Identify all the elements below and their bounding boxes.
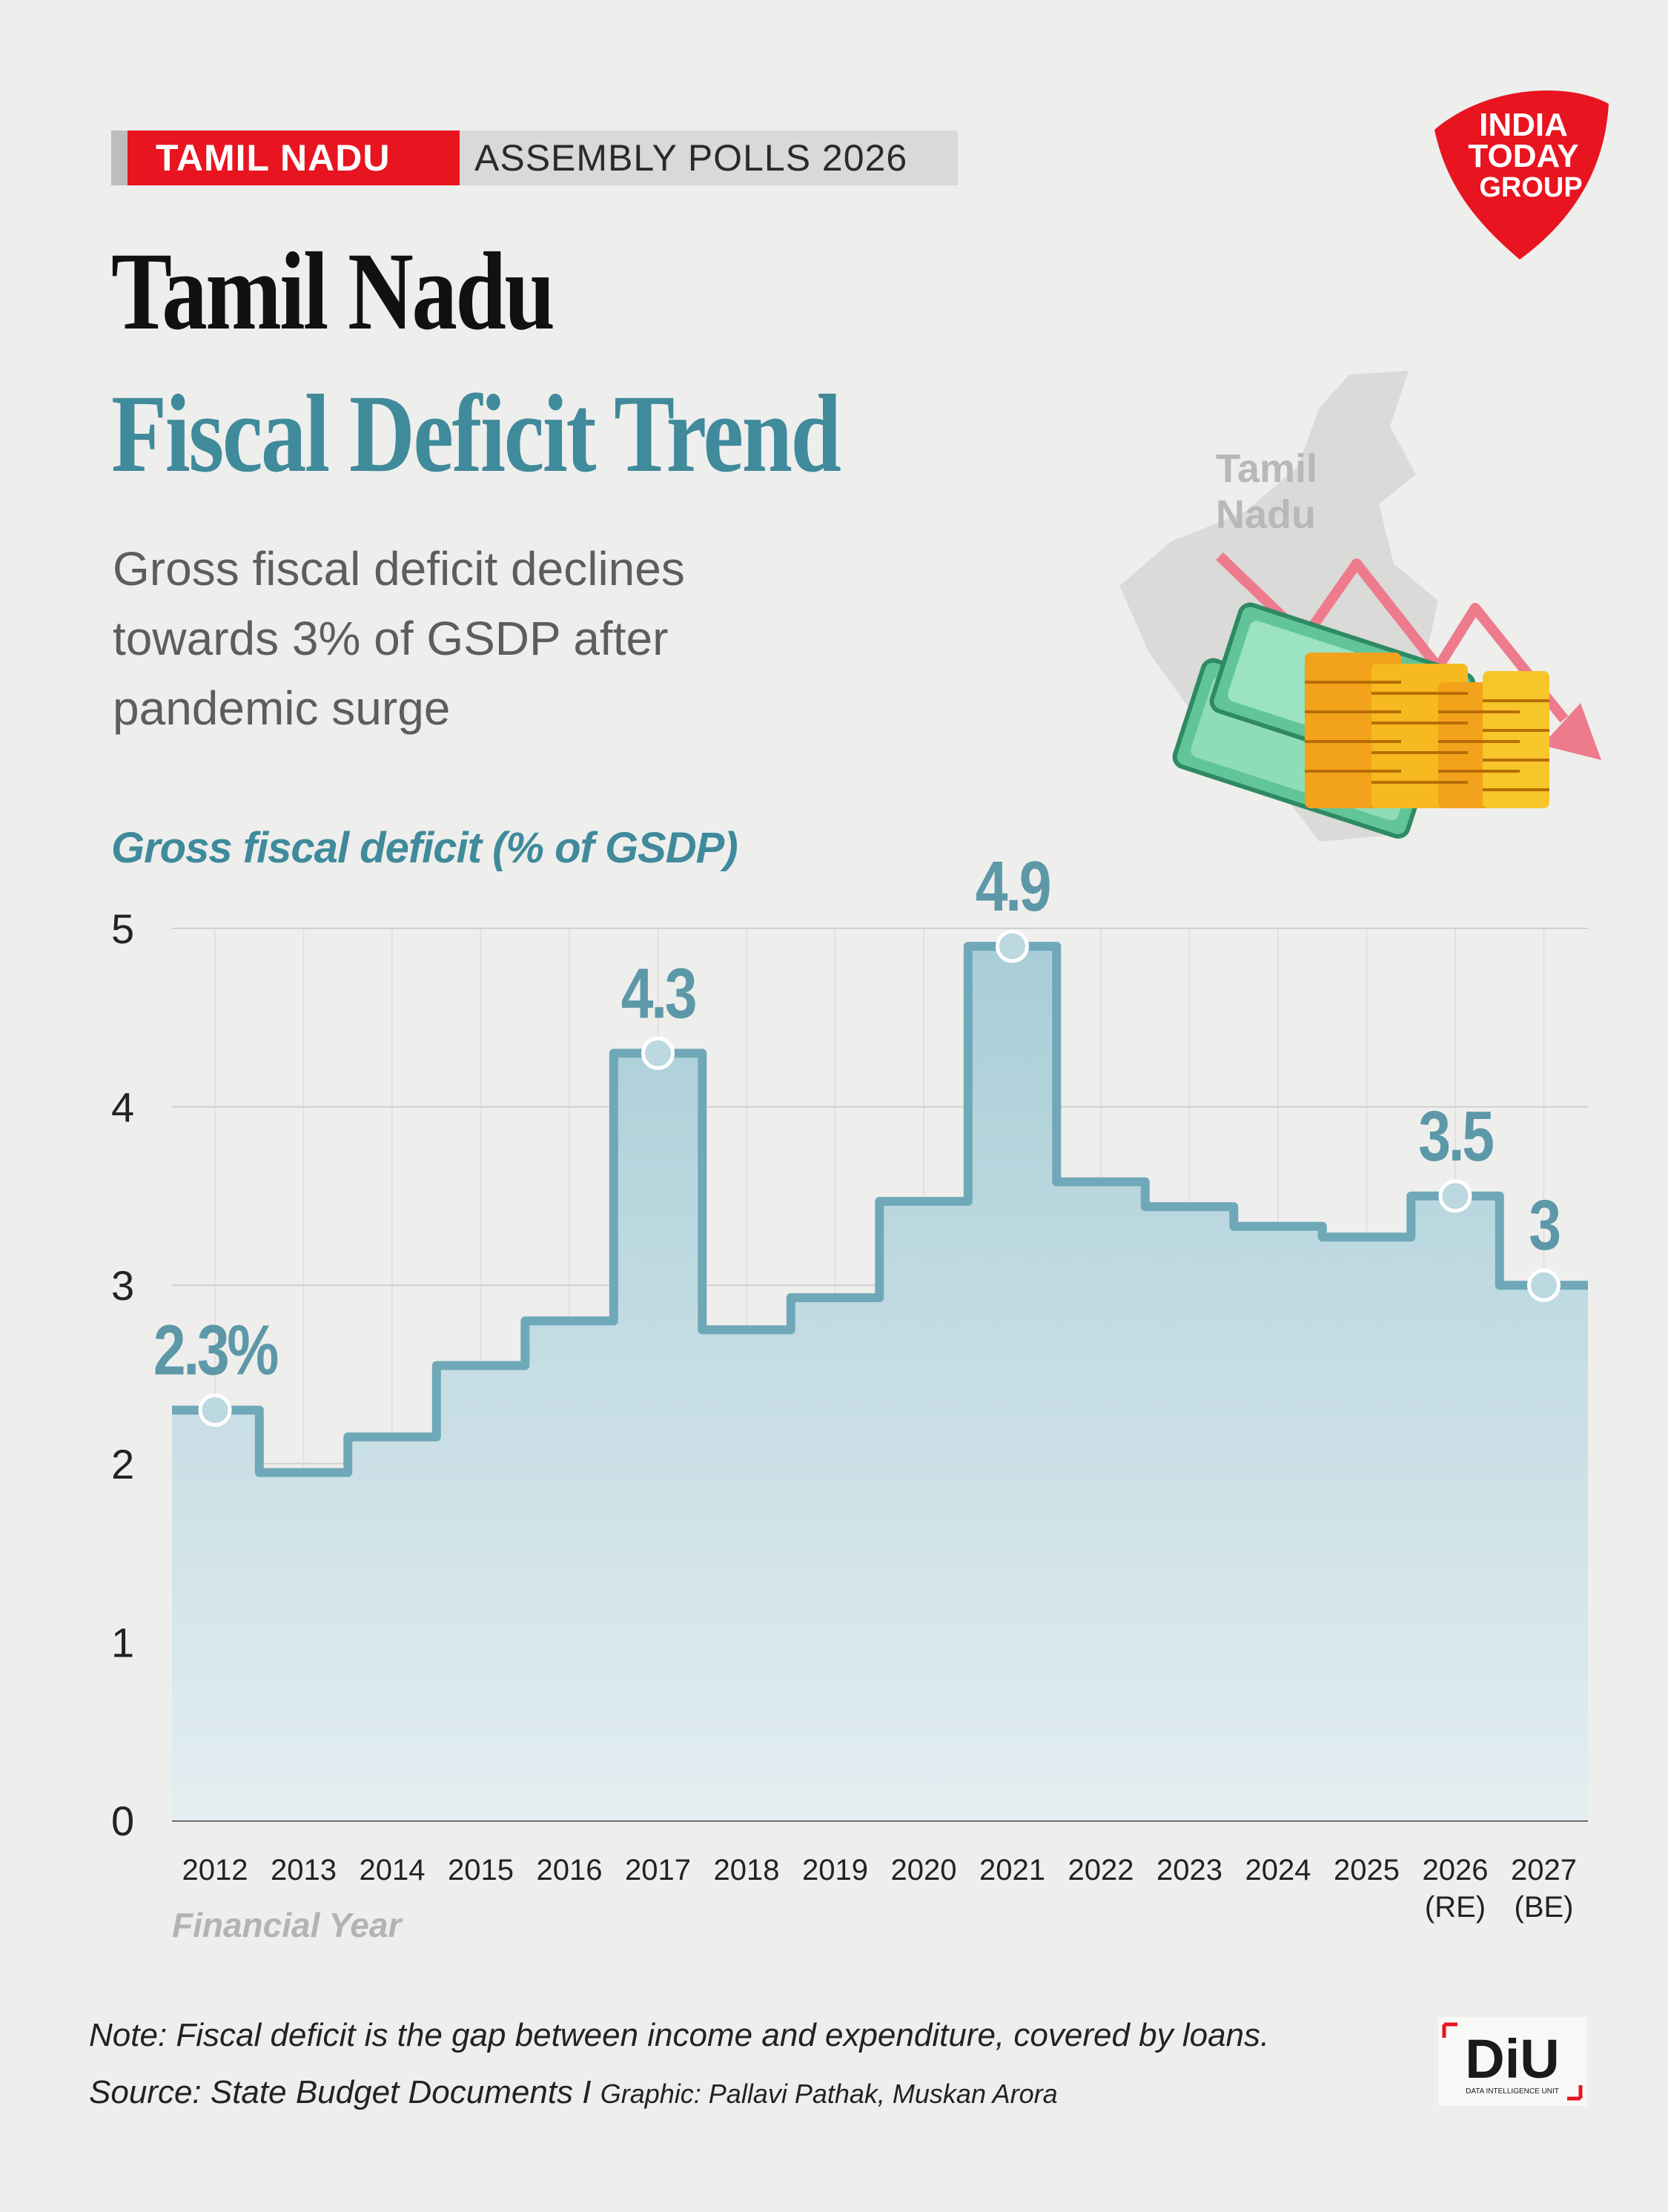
graphic-credit: Graphic: Pallavi Pathak, Muskan Arora: [600, 2079, 1058, 2109]
india-today-group-logo: INDIA TODAY GROUP: [1434, 90, 1609, 260]
footnote: Note: Fiscal deficit is the gap between …: [89, 2017, 1270, 2053]
map-label-line2: Nadu: [1216, 492, 1316, 537]
x-tick-label: 2014: [360, 1854, 426, 1886]
x-tick-label: 2024: [1245, 1854, 1311, 1886]
x-tick-label: 2023: [1156, 1854, 1222, 1886]
x-tick-label: 2027: [1511, 1854, 1577, 1886]
x-tick-label: 2017: [625, 1854, 691, 1886]
chart-title: Gross fiscal deficit (% of GSDP): [111, 824, 738, 872]
chart-description: Gross fiscal deficit declines towards 3%…: [113, 542, 685, 735]
y-tick-label: 5: [111, 905, 134, 952]
event-tag-label: ASSEMBLY POLLS 2026: [474, 137, 908, 179]
source-line: Source: State Budget Documents I Graphic…: [89, 2074, 1058, 2111]
x-tick-label: 2021: [979, 1854, 1045, 1886]
logo-line2: TODAY: [1468, 138, 1578, 174]
series-line: [172, 942, 1588, 1477]
x-axis-title: Financial Year: [172, 1906, 403, 1944]
y-tick-label: 0: [111, 1797, 134, 1844]
x-tick-label: 2015: [448, 1854, 514, 1886]
x-tick-sublabel: (RE): [1425, 1891, 1486, 1924]
logo-line3: GROUP: [1479, 172, 1582, 203]
x-tick-label: 2025: [1334, 1854, 1400, 1886]
state-tag-label: TAMIL NADU: [156, 137, 391, 179]
x-tick-label: 2016: [537, 1854, 603, 1886]
data-point-marker: [641, 1036, 675, 1070]
data-point-marker: [1527, 1268, 1561, 1302]
page-subtitle-title: Fiscal Deficit Trend: [111, 372, 841, 495]
data-label: 2.3%: [153, 1310, 278, 1390]
y-tick-label: 3: [111, 1262, 134, 1309]
source-text: Source: State Budget Documents I: [89, 2074, 592, 2110]
x-tick-label: 2026: [1423, 1854, 1489, 1886]
x-tick-label: 2018: [714, 1854, 780, 1886]
data-label: 3: [1529, 1186, 1559, 1265]
y-tick-label: 1: [111, 1619, 134, 1665]
event-tag: ASSEMBLY POLLS 2026: [474, 131, 907, 185]
x-tick-label: 2012: [182, 1854, 248, 1886]
area-fill: [172, 946, 1588, 1820]
data-label: 3.5: [1418, 1097, 1493, 1176]
x-tick-sublabel: (BE): [1515, 1891, 1574, 1924]
page-title: Tamil Nadu: [111, 230, 555, 353]
y-tick-label: 2: [111, 1441, 134, 1488]
x-tick-label: 2020: [891, 1854, 957, 1886]
x-tick-label: 2019: [802, 1854, 868, 1886]
diu-logo-subtext: DATA INTELLIGENCE UNIT: [1466, 2087, 1559, 2096]
map-label-line1: Tamil: [1216, 446, 1317, 491]
coin-stacks-icon: [1305, 653, 1549, 808]
data-point-marker: [198, 1393, 232, 1427]
illustration: Tamil Nadu: [1119, 371, 1601, 842]
x-tick-label: 2013: [271, 1854, 337, 1886]
logo-line1: INDIA: [1479, 107, 1568, 143]
diu-logo: DiU DATA INTELLIGENCE UNIT: [1438, 2017, 1586, 2106]
data-point-marker: [996, 929, 1029, 963]
diu-logo-text: DiU: [1465, 2028, 1559, 2090]
x-tick-label: 2022: [1068, 1854, 1134, 1886]
y-tick-label: 4: [111, 1084, 134, 1131]
state-tag: TAMIL NADU: [128, 131, 460, 185]
data-label: 4.9: [976, 847, 1050, 926]
data-label: 4.3: [621, 954, 695, 1033]
data-point-marker: [1438, 1179, 1472, 1213]
